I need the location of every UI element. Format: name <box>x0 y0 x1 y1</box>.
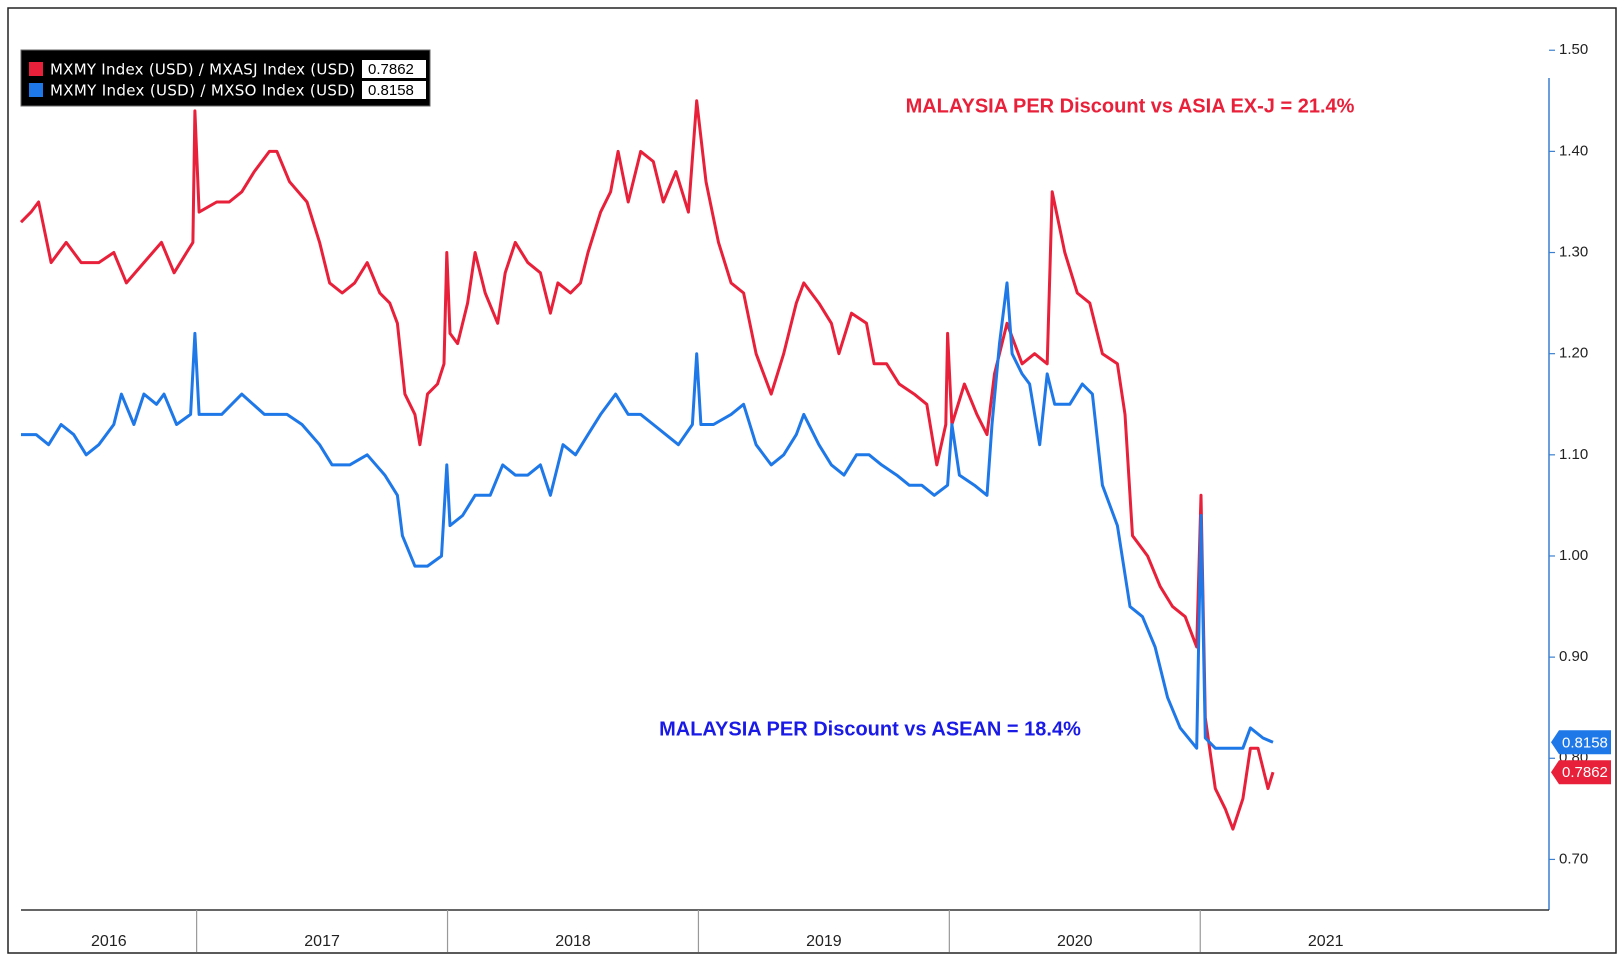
y-tick-label: 1.50 <box>1559 41 1588 58</box>
y-tick-label: 0.70 <box>1559 850 1588 867</box>
legend-swatch <box>29 83 43 97</box>
series-line <box>19 99 1275 831</box>
legend-name-bg <box>48 81 358 99</box>
legend-name-bg <box>48 60 358 78</box>
y-tick-label: 1.30 <box>1559 243 1588 260</box>
y-tick-label: 1.40 <box>1559 142 1588 159</box>
annotation: MALAYSIA PER Discount vs ASEAN = 18.4% <box>659 718 1081 740</box>
legend-value-bg <box>362 60 426 78</box>
frame <box>7 7 1617 954</box>
last-value-label: 0.8158 <box>1562 734 1608 751</box>
x-tick-label: 2018 <box>555 933 591 950</box>
x-tick-label: 2016 <box>91 933 127 950</box>
x-tick-label: 2021 <box>1308 933 1344 950</box>
x-tick-label: 2019 <box>806 933 842 950</box>
legend-value: 0.8158 <box>368 82 414 99</box>
legend-value-bg <box>362 81 426 99</box>
y-tick-label: 1.00 <box>1559 547 1588 564</box>
legend-swatch <box>29 62 43 76</box>
x-tick-label: 2017 <box>304 933 340 950</box>
last-value-tag <box>1551 760 1611 785</box>
y-tick-label: 1.10 <box>1559 446 1588 463</box>
legend-name: MXMY Index (USD) / MXASJ Index (USD) <box>50 61 355 79</box>
legend: MXMY Index (USD) / MXASJ Index (USD) 0.78… <box>20 49 431 107</box>
annotation: MALAYSIA PER Discount vs ASIA EX-J = 21.… <box>906 95 1355 117</box>
y-tick-label: 0.90 <box>1559 648 1588 665</box>
series-line <box>21 281 1274 750</box>
last-value-tag <box>1551 730 1611 755</box>
y-tick-label: 1.20 <box>1559 345 1588 362</box>
legend-value: 0.7862 <box>368 61 414 78</box>
legend-name: MXMY Index (USD) / MXSO Index (USD) <box>50 82 355 100</box>
x-tick-label: 2020 <box>1057 933 1093 950</box>
last-value-label: 0.7862 <box>1562 764 1608 781</box>
